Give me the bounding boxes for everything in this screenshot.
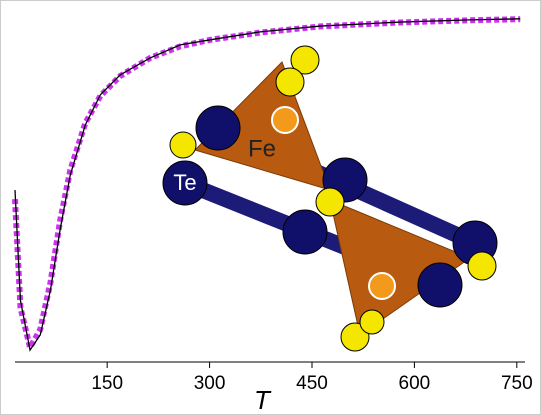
x-tick-label: 300 [194,373,226,394]
x-tick-label: 150 [91,373,123,394]
fe-label: Fe [248,135,276,162]
x-tick-label: 450 [296,373,328,394]
x-tick-label: 750 [501,373,533,394]
x-tick-label: 600 [399,373,431,394]
te-label: Te [173,170,196,195]
x-axis-label: T [254,385,272,415]
chart: Fe Te T 150 300 450 600 750 [0,0,541,415]
frame [1,1,541,415]
